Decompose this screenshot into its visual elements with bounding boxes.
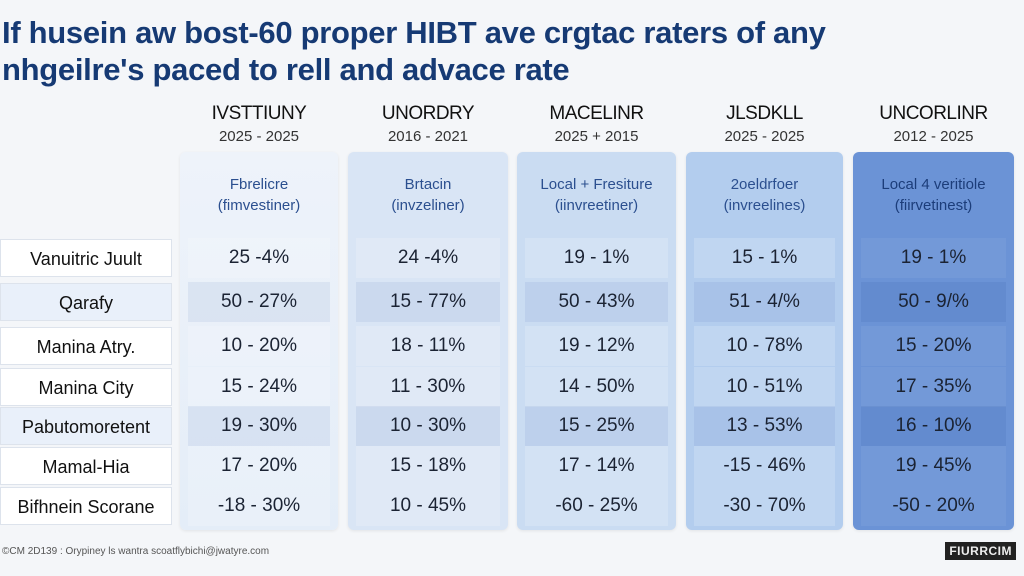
table-cell: 15 - 25%: [525, 406, 668, 446]
brand-logo: FIURRCIM: [945, 542, 1016, 560]
table-cell: -18 - 30%: [188, 486, 330, 526]
table-cell: 13 - 53%: [694, 406, 835, 446]
column-subtitle-line-1: 2oeldrfoer: [730, 176, 799, 193]
column-subtitle: Local + Fresiture (iinvreetiner): [517, 174, 676, 216]
table-cell: 17 - 14%: [525, 446, 668, 486]
column-name: JLSDKLL: [726, 103, 803, 124]
table-cell: 16 - 10%: [861, 406, 1006, 446]
row-label: Bifhnein Scorane: [0, 487, 172, 525]
table-cell: 10 - 30%: [356, 406, 500, 446]
column-subtitle-line-2: (invreelines): [723, 197, 806, 214]
row-label: Manina City: [0, 368, 172, 406]
table-column: Local 4 veritiole (fiirvetinest) 19 - 1% 50…: [853, 152, 1014, 530]
table-cell: 15 - 77%: [356, 282, 500, 322]
table-cell: 18 - 11%: [356, 326, 500, 366]
table-cell: 15 - 20%: [861, 326, 1006, 366]
column-years: 2025 - 2025: [218, 128, 300, 145]
table-cell: 17 - 20%: [188, 446, 330, 486]
title-line-2: nhgeilre's paced to rell and advace rate: [2, 52, 570, 87]
table-cell: 19 - 1%: [861, 238, 1006, 278]
table-cell: 25 -4%: [188, 238, 330, 278]
column-header: UNCORLINR 2012 - 2025: [853, 103, 1014, 145]
table-cell: 17 - 35%: [861, 367, 1006, 407]
column-subtitle-line-1: Fbrelicre: [229, 176, 289, 193]
column-years: 2012 - 2025: [893, 128, 974, 145]
title-line-1: If husein aw bost-60 proper HIBT ave crg…: [2, 15, 826, 50]
table-cell: -60 - 25%: [525, 486, 668, 526]
table-cell: 10 - 20%: [188, 326, 330, 366]
table-cell: 19 - 45%: [861, 446, 1006, 486]
column-years: 2025 - 2025: [724, 128, 805, 145]
table-cell: 15 - 18%: [356, 446, 500, 486]
table-cell: -50 - 20%: [861, 486, 1006, 526]
table-cell: 19 - 12%: [525, 326, 668, 366]
row-label: Mamal-Hia: [0, 447, 172, 485]
table-cell: 51 - 4/%: [694, 282, 835, 322]
table-cell: 50 - 27%: [188, 282, 330, 322]
table-cell: 15 - 24%: [188, 367, 330, 407]
column-subtitle-line-2: (invzeliner): [391, 197, 465, 214]
table-column: Fbrelicre (fimvestiner) 25 -4% 50 - 27% 10 -…: [180, 152, 338, 530]
page-title: If husein aw bost-60 proper HIBT ave crg…: [2, 14, 826, 88]
column-subtitle-line-1: Local + Fresiture: [540, 176, 653, 193]
column-subtitle: Fbrelicre (fimvestiner): [180, 174, 338, 216]
column-header: UNORDRY 2016 - 2021: [348, 103, 508, 145]
table-cell: 24 -4%: [356, 238, 500, 278]
table-cell: 15 - 1%: [694, 238, 835, 278]
column-name: MACELINR: [549, 103, 644, 124]
table-cell: 19 - 30%: [188, 406, 330, 446]
row-label: Vanuitric Juult: [0, 239, 172, 277]
table-cell: -15 - 46%: [694, 446, 835, 486]
row-label: Pabutomoretent: [0, 407, 172, 445]
row-label: Manina Atry.: [0, 327, 172, 365]
column-subtitle-line-1: Brtacin: [404, 176, 452, 193]
column-years: 2016 - 2021: [387, 128, 469, 145]
column-name: UNORDRY: [381, 103, 475, 124]
column-subtitle: Brtacin (invzeliner): [348, 174, 508, 216]
table-cell: 14 - 50%: [525, 367, 668, 407]
footer-credit: ©CM 2D139 : Orypiney ls wantra scoatflyb…: [2, 546, 270, 557]
column-header: MACELINR 2025 + 2015: [517, 103, 676, 145]
table-cell: 10 - 51%: [694, 367, 835, 407]
column-subtitle: Local 4 veritiole (fiirvetinest): [853, 174, 1014, 216]
table-column: Local + Fresiture (iinvreetiner) 19 - 1% 50…: [517, 152, 676, 530]
table-column: Brtacin (invzeliner) 24 -4% 15 - 77% 18 - 11…: [348, 152, 508, 530]
column-years: 2025 + 2015: [554, 128, 639, 145]
table-cell: 11 - 30%: [356, 367, 500, 407]
table-cell: -30 - 70%: [694, 486, 835, 526]
column-subtitle-line-2: (iinvreetiner): [554, 197, 639, 214]
column-subtitle: 2oeldrfoer (invreelines): [686, 174, 843, 216]
column-header: IVSTTIUNY 2025 - 2025: [180, 103, 338, 145]
column-subtitle-line-1: Local 4 veritiole: [881, 176, 986, 193]
column-name: IVSTTIUNY: [211, 103, 307, 124]
column-subtitle-line-2: (fiirvetinest): [894, 197, 973, 214]
table-cell: 19 - 1%: [525, 238, 668, 278]
column-name: UNCORLINR: [879, 103, 988, 124]
table-cell: 10 - 78%: [694, 326, 835, 366]
column-header: JLSDKLL 2025 - 2025: [686, 103, 843, 145]
table-cell: 50 - 9/%: [861, 282, 1006, 322]
table-cell: 10 - 45%: [356, 486, 500, 526]
column-subtitle-line-2: (fimvestiner): [217, 197, 301, 214]
table-cell: 50 - 43%: [525, 282, 668, 322]
table-column: 2oeldrfoer (invreelines) 15 - 1% 51 - 4/% 10…: [686, 152, 843, 530]
row-label: Qarafy: [0, 283, 172, 321]
